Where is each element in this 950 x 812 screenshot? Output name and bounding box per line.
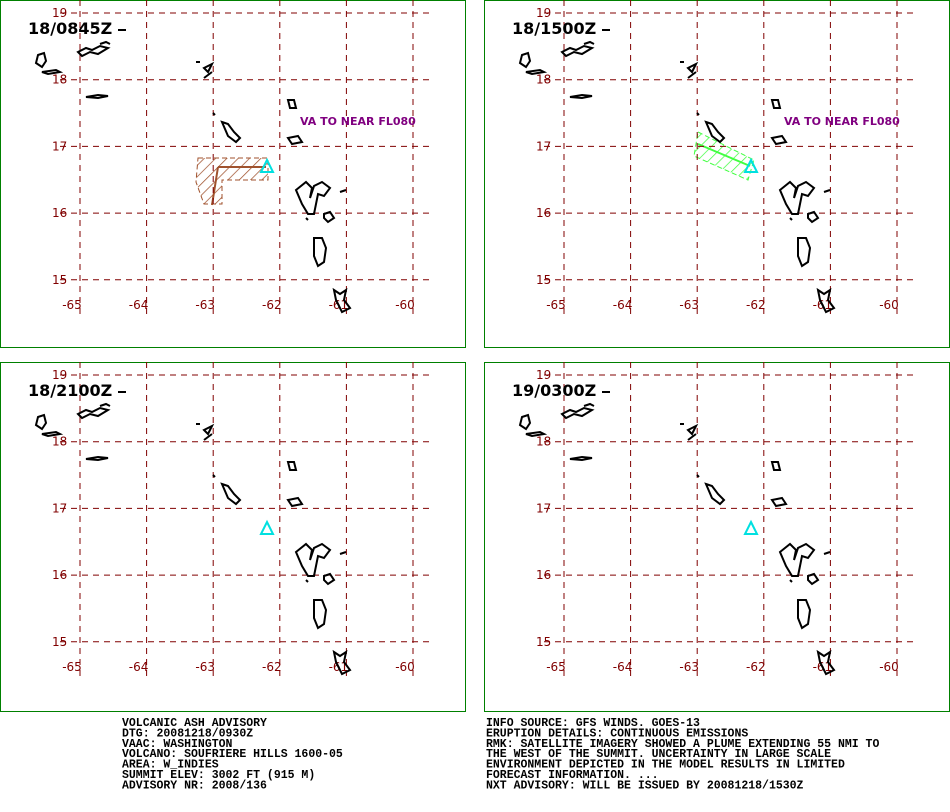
valid-time: 18/0845Z [28, 19, 112, 38]
valid-time: 18/2100Z [28, 381, 112, 400]
lat-label: 17 [52, 501, 67, 515]
lon-label: -60 [395, 660, 415, 674]
lat-label: 18 [52, 73, 67, 87]
lon-label: -62 [262, 298, 282, 312]
lon-label: -64 [613, 660, 633, 674]
valid-time: 18/1500Z [512, 19, 596, 38]
lon-label: -64 [613, 298, 633, 312]
footer-line: ERUPTION DETAILS: CONTINUOUS EMISSIONS [486, 727, 748, 740]
lat-label: 16 [536, 568, 551, 582]
islands [35, 29, 351, 313]
lon-label: -64 [129, 660, 149, 674]
annotation: VA TO NEAR FL080 [300, 115, 416, 128]
footer-line: DTG: 20081218/0930Z [122, 727, 253, 740]
lon-label: -65 [62, 660, 82, 674]
lon-label: -65 [546, 298, 566, 312]
footer-line: SUMMIT ELEV: 3002 FT (915 M) [122, 769, 315, 782]
footer-line: INFO SOURCE: GFS WINDS. GOES-13 [486, 717, 700, 730]
lat-label: 19 [536, 6, 551, 20]
lon-label: -62 [746, 660, 766, 674]
lat-label: 16 [52, 568, 67, 582]
lat-label: 19 [52, 6, 67, 20]
footer-line: ENVIRONMENT DEPICTED IN THE MODEL RESULT… [486, 759, 845, 772]
lat-label: 17 [52, 139, 67, 153]
lat-label: 18 [536, 73, 551, 87]
footer-line: RMK: SATELLITE IMAGERY SHOWED A PLUME EX… [486, 738, 879, 751]
lat-label: 15 [536, 273, 551, 287]
footer-line: VOLCANIC ASH ADVISORY [122, 717, 267, 730]
footer-line: ADVISORY NR: 2008/136 [122, 779, 267, 792]
lon-label: -65 [62, 298, 82, 312]
footer-line: THE WEST OF THE SUMMIT. UNCERTAINTY IN L… [486, 748, 831, 761]
footer-line: VOLCANO: SOUFRIERE HILLS 1600-05 [122, 748, 343, 761]
lat-label: 17 [536, 139, 551, 153]
lat-label: 15 [536, 635, 551, 649]
footer-line: NXT ADVISORY: WILL BE ISSUED BY 20081218… [486, 779, 804, 792]
footer-line: AREA: W_INDIES [122, 759, 219, 772]
lat-label: 19 [536, 368, 551, 382]
lon-label: -64 [129, 298, 149, 312]
islands [519, 29, 835, 313]
lon-label: -63 [679, 298, 699, 312]
lon-label: -65 [546, 660, 566, 674]
lat-label: 18 [52, 435, 67, 449]
lat-label: 17 [536, 501, 551, 515]
volcano [260, 521, 274, 535]
valid-time: 19/0300Z [512, 381, 596, 400]
volcano [744, 521, 758, 535]
ash-area [195, 157, 269, 205]
lon-label: -62 [262, 660, 282, 674]
lon-label: -63 [195, 298, 215, 312]
lon-label: -63 [195, 660, 215, 674]
lon-label: -63 [679, 660, 699, 674]
footer-line: FORECAST INFORMATION. ... [486, 769, 659, 782]
lon-label: -60 [395, 298, 415, 312]
lat-label: 18 [536, 435, 551, 449]
islands [519, 391, 835, 675]
lat-label: 16 [52, 206, 67, 220]
lon-label: -60 [879, 660, 899, 674]
lon-label: -60 [879, 298, 899, 312]
lat-label: 15 [52, 635, 67, 649]
islands [35, 391, 351, 675]
lat-label: 15 [52, 273, 67, 287]
footer-line: VAAC: WASHINGTON [122, 738, 233, 751]
lat-label: 16 [536, 206, 551, 220]
lat-label: 19 [52, 368, 67, 382]
lon-label: -62 [746, 298, 766, 312]
annotation: VA TO NEAR FL080 [784, 115, 900, 128]
